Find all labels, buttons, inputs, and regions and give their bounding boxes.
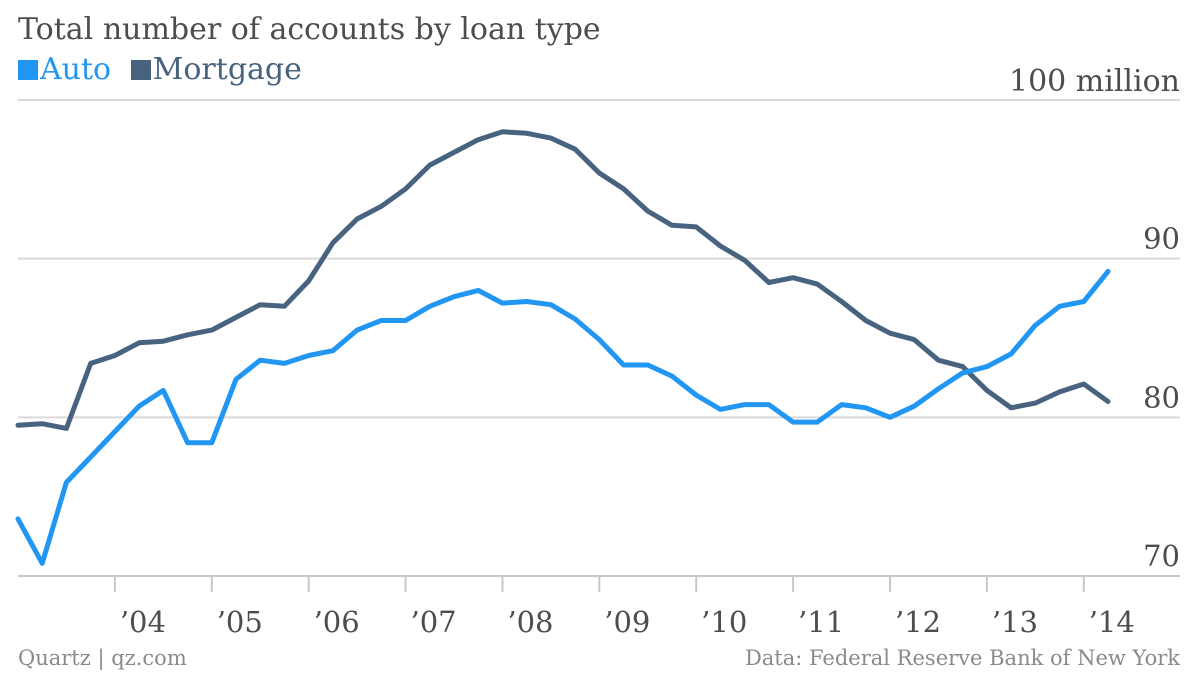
y-tick-label-80: 80: [1143, 380, 1180, 414]
legend-item-mortgage: Mortgage: [130, 52, 302, 87]
y-axis-unit-label: 100 million: [1008, 64, 1180, 99]
legend-swatch-mortgage: [130, 59, 151, 80]
legend-label-mortgage: Mortgage: [152, 52, 302, 87]
legend-item-auto: Auto: [18, 52, 111, 87]
legend-swatch-auto: [18, 59, 38, 80]
series-line-mortgage: [15, 129, 1111, 431]
x-tick-label-2013: ’13: [992, 605, 1038, 639]
legend: Auto Mortgage: [18, 52, 312, 88]
x-tick-label-2011: ’11: [798, 605, 844, 639]
x-tick-label-2004: ’04: [120, 605, 166, 639]
series-line-auto: [15, 268, 1111, 566]
x-tick-label-2014: ’14: [1089, 605, 1135, 639]
x-tick-label-2007: ’07: [410, 605, 456, 639]
x-tick-label-2005: ’05: [217, 605, 263, 639]
x-tick-label-2009: ’09: [604, 605, 650, 639]
chart-title: Total number of accounts by loan type: [18, 12, 601, 47]
x-tick-label-2010: ’10: [701, 605, 747, 639]
footer-source-right: Data: Federal Reserve Bank of New York: [744, 646, 1180, 670]
y-tick-label-70: 70: [1143, 539, 1180, 573]
footer-source-left: Quartz | qz.com: [18, 646, 187, 670]
x-tick-label-2006: ’06: [314, 605, 360, 639]
x-tick-label-2008: ’08: [507, 605, 553, 639]
legend-label-auto: Auto: [40, 52, 112, 87]
x-tick-label-2012: ’12: [895, 605, 941, 639]
y-tick-label-90: 90: [1143, 222, 1180, 256]
